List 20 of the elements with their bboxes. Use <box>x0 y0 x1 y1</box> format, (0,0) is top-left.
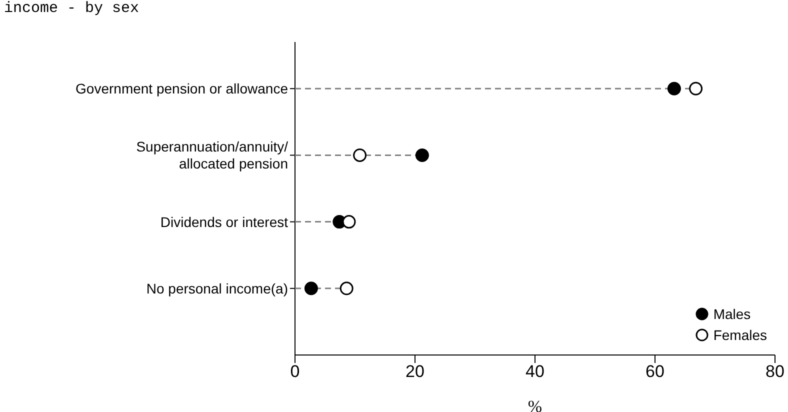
point <box>415 148 429 162</box>
point <box>667 82 681 96</box>
x-tick-label: 0 <box>290 362 300 382</box>
x-tick-label: 20 <box>406 362 424 382</box>
y-tick-label: Government pension or allowance <box>76 80 288 97</box>
x-tick-label: 40 <box>526 362 544 382</box>
x-axis-title: % <box>528 397 542 412</box>
y-tick-label: Superannuation/annuity/allocated pension <box>136 138 288 172</box>
point <box>304 282 318 296</box>
legend-label: Females <box>713 326 767 342</box>
point <box>342 215 356 229</box>
y-tick-label: No personal income(a) <box>146 280 288 296</box>
y-tick-label: Dividends or interest <box>160 214 288 230</box>
text: income - by sex <box>4 0 140 17</box>
x-tick-label: 80 <box>766 362 784 382</box>
x-tick-label: 60 <box>646 362 664 382</box>
legend-label: Males <box>713 306 751 322</box>
point <box>689 82 703 96</box>
point <box>353 148 367 162</box>
point <box>340 282 354 296</box>
